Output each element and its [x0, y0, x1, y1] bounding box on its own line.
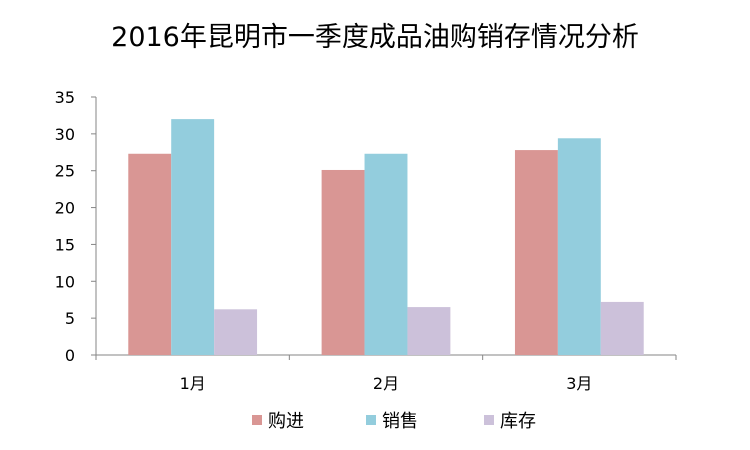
legend-label: 销售	[382, 411, 418, 432]
bar	[407, 307, 451, 355]
y-tick-label: 0	[65, 346, 75, 365]
bar	[364, 153, 408, 355]
bar	[600, 301, 644, 355]
y-axis: 0 5 10 15 20 25 30 35	[55, 88, 97, 365]
x-tick-label: 1月	[180, 374, 206, 393]
bar	[171, 119, 215, 355]
legend: 购进 销售 库存	[252, 411, 536, 432]
chart-title: 2016年昆明市一季度成品油购销存情况分析	[111, 22, 639, 53]
x-tick-label: 3月	[566, 374, 592, 393]
y-tick-label: 35	[55, 88, 75, 107]
x-tick-label: 2月	[373, 374, 399, 393]
legend-item: 销售	[366, 411, 418, 432]
legend-item: 购进	[252, 411, 304, 432]
legend-swatch	[252, 415, 262, 425]
legend-label: 库存	[500, 411, 536, 432]
bar	[214, 309, 258, 355]
y-tick-label: 20	[55, 199, 75, 218]
bars	[128, 119, 644, 355]
bar	[514, 150, 558, 355]
legend-item: 库存	[484, 411, 536, 432]
legend-label: 购进	[268, 411, 304, 432]
bar	[321, 169, 365, 355]
bar	[128, 153, 172, 355]
y-tick-label: 10	[55, 272, 75, 291]
y-tick-label: 25	[55, 162, 75, 181]
legend-swatch	[366, 415, 376, 425]
y-tick-label: 15	[55, 235, 75, 254]
bar	[557, 138, 601, 355]
legend-swatch	[484, 415, 494, 425]
y-tick-label: 5	[65, 309, 75, 328]
y-tick-label: 30	[55, 125, 75, 144]
x-axis: 1月 2月 3月	[95, 354, 677, 393]
